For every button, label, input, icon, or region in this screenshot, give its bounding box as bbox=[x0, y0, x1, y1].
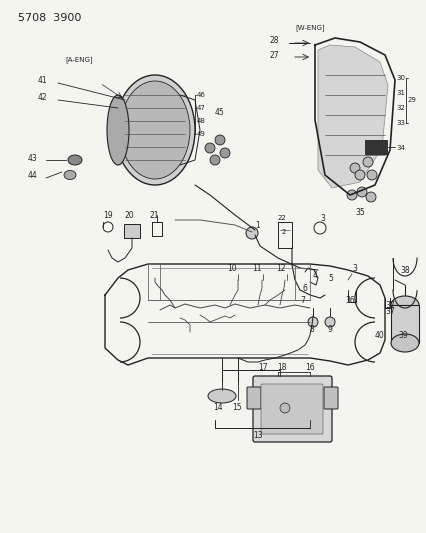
Text: 14: 14 bbox=[213, 403, 222, 413]
Text: 49: 49 bbox=[196, 131, 205, 137]
Text: [W-ENG]: [W-ENG] bbox=[294, 25, 324, 31]
Text: 37: 37 bbox=[384, 301, 394, 310]
Text: 20: 20 bbox=[125, 211, 134, 220]
Ellipse shape bbox=[356, 187, 366, 197]
Text: 5: 5 bbox=[327, 273, 332, 282]
Text: 29: 29 bbox=[407, 97, 416, 103]
Text: 9: 9 bbox=[327, 326, 332, 335]
Polygon shape bbox=[317, 45, 387, 188]
Text: 4: 4 bbox=[312, 271, 317, 279]
Ellipse shape bbox=[219, 148, 230, 158]
FancyBboxPatch shape bbox=[253, 376, 331, 442]
Ellipse shape bbox=[390, 296, 418, 314]
Bar bbox=[124, 224, 140, 238]
Text: 2: 2 bbox=[281, 229, 286, 235]
Text: 31: 31 bbox=[395, 90, 404, 96]
Text: 18: 18 bbox=[276, 364, 286, 373]
Text: 10: 10 bbox=[227, 263, 236, 272]
Ellipse shape bbox=[215, 135, 225, 145]
Bar bbox=[390, 305, 418, 343]
Text: 34: 34 bbox=[395, 145, 404, 151]
FancyBboxPatch shape bbox=[323, 387, 337, 409]
FancyBboxPatch shape bbox=[246, 387, 260, 409]
Text: 44: 44 bbox=[28, 171, 37, 180]
Text: 45: 45 bbox=[215, 108, 224, 117]
Text: 37: 37 bbox=[384, 308, 394, 317]
Ellipse shape bbox=[207, 389, 236, 403]
Bar bbox=[364, 140, 386, 154]
Ellipse shape bbox=[390, 334, 418, 352]
Ellipse shape bbox=[324, 317, 334, 327]
Text: 47: 47 bbox=[196, 105, 205, 111]
Ellipse shape bbox=[245, 227, 257, 239]
Text: 32: 32 bbox=[395, 105, 404, 111]
Text: 33: 33 bbox=[395, 120, 404, 126]
Ellipse shape bbox=[365, 192, 375, 202]
Text: 12: 12 bbox=[276, 263, 285, 272]
Text: 8: 8 bbox=[309, 326, 314, 335]
Text: 41: 41 bbox=[38, 76, 48, 85]
Ellipse shape bbox=[279, 403, 289, 413]
Text: 36: 36 bbox=[344, 295, 354, 304]
Ellipse shape bbox=[210, 155, 219, 165]
Text: 13: 13 bbox=[253, 432, 262, 440]
Text: 40: 40 bbox=[374, 330, 384, 340]
Text: 46: 46 bbox=[196, 92, 205, 98]
Ellipse shape bbox=[64, 171, 76, 180]
Ellipse shape bbox=[346, 190, 356, 200]
Text: 21: 21 bbox=[150, 211, 159, 220]
Text: 17: 17 bbox=[257, 364, 267, 373]
Text: 28: 28 bbox=[269, 36, 279, 44]
Text: 42: 42 bbox=[38, 93, 48, 101]
Ellipse shape bbox=[120, 81, 190, 179]
Text: 19: 19 bbox=[103, 211, 112, 220]
Text: 3: 3 bbox=[319, 214, 324, 222]
Ellipse shape bbox=[107, 95, 129, 165]
Ellipse shape bbox=[366, 170, 376, 180]
Text: 22: 22 bbox=[277, 215, 286, 221]
Text: 30: 30 bbox=[395, 75, 404, 81]
Text: 1: 1 bbox=[254, 221, 259, 230]
Ellipse shape bbox=[204, 143, 215, 153]
Ellipse shape bbox=[307, 317, 317, 327]
Text: 15: 15 bbox=[231, 403, 241, 413]
Text: 7: 7 bbox=[299, 295, 304, 304]
Text: 16: 16 bbox=[304, 364, 314, 373]
FancyBboxPatch shape bbox=[260, 384, 322, 434]
Text: 11: 11 bbox=[252, 263, 261, 272]
Text: 27: 27 bbox=[269, 51, 279, 60]
Text: 6: 6 bbox=[302, 284, 307, 293]
Ellipse shape bbox=[349, 163, 359, 173]
Text: 3: 3 bbox=[351, 263, 356, 272]
Text: 48: 48 bbox=[196, 118, 205, 124]
Text: 43: 43 bbox=[28, 154, 37, 163]
Ellipse shape bbox=[362, 157, 372, 167]
Ellipse shape bbox=[354, 170, 364, 180]
Ellipse shape bbox=[115, 75, 195, 185]
Text: 35: 35 bbox=[354, 207, 364, 216]
Text: 5708  3900: 5708 3900 bbox=[18, 13, 81, 23]
Ellipse shape bbox=[68, 155, 82, 165]
Text: 38: 38 bbox=[399, 265, 409, 274]
Text: [A-ENG]: [A-ENG] bbox=[65, 56, 92, 63]
Text: 39: 39 bbox=[397, 330, 407, 340]
